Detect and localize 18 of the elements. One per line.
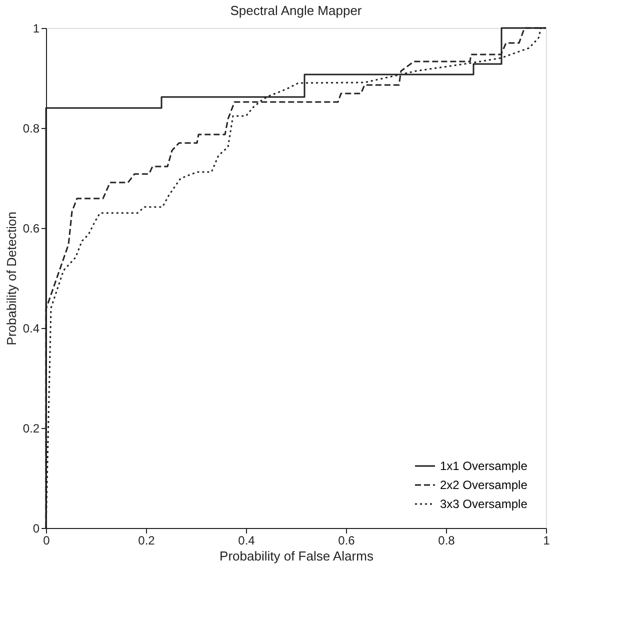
y-tick-label: 0.8	[22, 122, 40, 136]
x-tick-label: 1	[543, 534, 550, 548]
x-axis-title: Probability of False Alarms	[220, 548, 374, 564]
legend-label: 2x2 Oversample	[440, 478, 528, 492]
y-tick-label: 1	[32, 22, 40, 36]
x-tick-label: 0	[43, 534, 50, 548]
x-tick-label: 0.4	[238, 534, 256, 548]
y-tick-label: 0	[32, 522, 40, 536]
y-tick-label: 0.6	[22, 222, 40, 236]
legend-label: 3x3 Oversample	[440, 497, 528, 511]
legend-label: 1x1 Oversample	[440, 459, 528, 473]
y-tick-label: 0.4	[22, 322, 40, 336]
x-tick-label: 0.8	[438, 534, 456, 548]
x-tick-label: 0.2	[138, 534, 156, 548]
chart-title: Spectral Angle Mapper	[230, 3, 362, 18]
x-tick-label: 0.6	[338, 534, 356, 548]
y-tick-label: 0.2	[22, 422, 40, 436]
y-axis-title: Probability of Detection	[4, 212, 19, 346]
